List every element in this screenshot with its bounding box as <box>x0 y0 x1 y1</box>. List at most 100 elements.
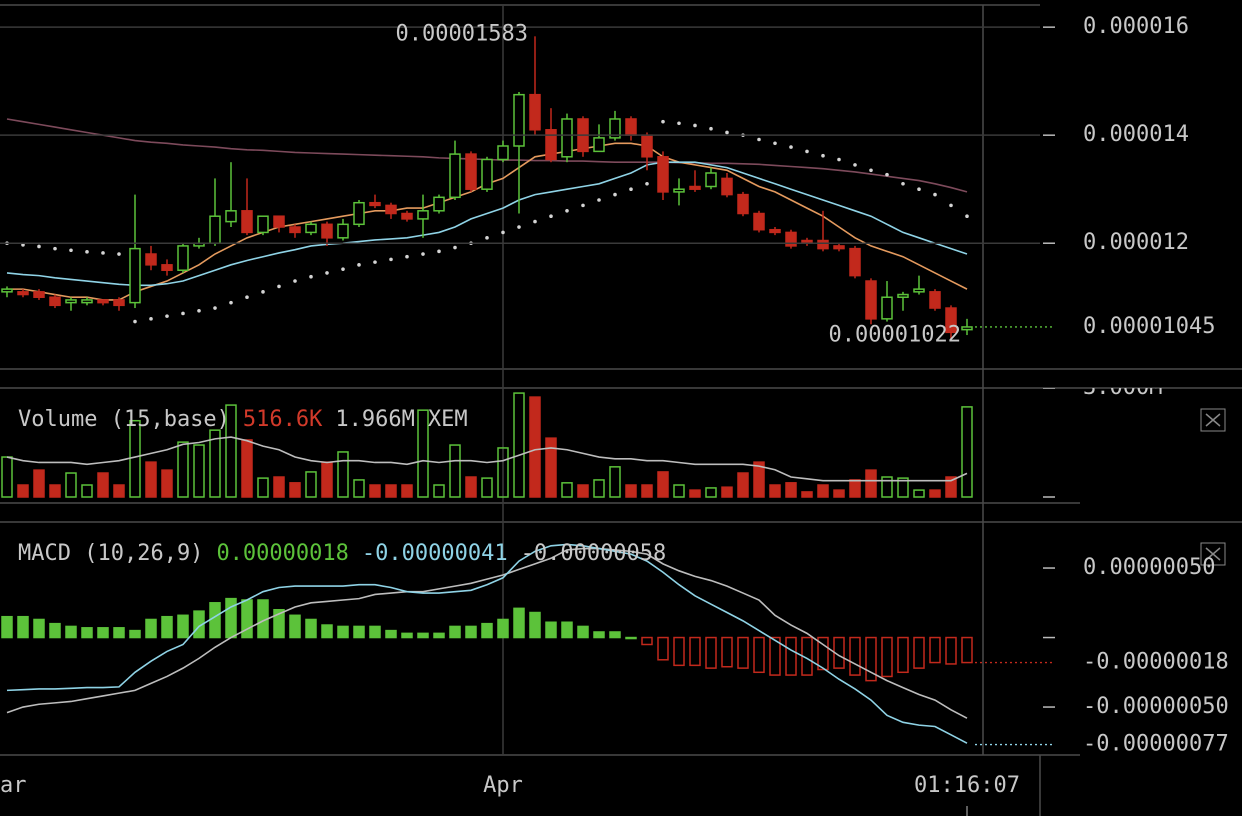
sar-dot <box>709 126 713 131</box>
volume-bar <box>641 484 653 498</box>
histogram-bar <box>753 636 765 674</box>
volume-bar <box>753 461 765 498</box>
volume-bar <box>689 489 701 498</box>
candle-body <box>849 247 861 277</box>
volume-bar <box>593 479 605 498</box>
histogram-bar <box>401 632 413 639</box>
volume-bar <box>81 484 93 498</box>
volume-bar <box>529 396 541 498</box>
volume-bar <box>449 444 461 498</box>
header-reading: 1.966M <box>335 407 414 432</box>
histogram-bar <box>289 614 301 639</box>
histogram-bar <box>865 636 877 682</box>
sar-dot <box>885 172 889 177</box>
current-value-label: -0.00000077 <box>1083 732 1229 757</box>
volume-bar <box>785 482 797 498</box>
candle-body <box>1 288 13 293</box>
sar-dot <box>677 121 681 126</box>
panel: 3.000M Volume (15,base) 516.6K 1.966M XEM <box>1 388 1162 498</box>
volume-bar <box>897 477 909 498</box>
histogram-bar <box>65 625 77 639</box>
candle-body <box>177 245 189 271</box>
histogram-bar <box>721 636 733 668</box>
histogram-bar <box>657 636 669 661</box>
sar-dot <box>565 209 569 213</box>
candle-body <box>417 210 429 220</box>
candle-body <box>785 231 797 247</box>
close-button[interactable] <box>1200 408 1226 432</box>
volume-bar <box>177 441 189 498</box>
sar-dot <box>69 248 73 253</box>
volume-bar <box>273 476 285 498</box>
sar-dot <box>245 295 249 300</box>
histogram-bar <box>609 631 621 639</box>
sar-dot <box>453 245 457 250</box>
volume-bar <box>257 477 269 498</box>
histogram-bar <box>465 625 477 639</box>
header-reading: XEM <box>428 407 468 432</box>
histogram-bar <box>177 614 189 639</box>
sar-dot <box>501 230 505 235</box>
candle-body <box>833 245 845 250</box>
candle-body <box>225 210 237 223</box>
sar-dot <box>165 314 169 318</box>
volume-bar <box>17 484 29 498</box>
candle-body <box>289 226 301 234</box>
histogram-bar <box>369 625 381 639</box>
candle-body <box>145 253 157 266</box>
sar-dot <box>181 311 185 316</box>
volume-bar <box>609 466 621 498</box>
volume-bar <box>289 482 301 498</box>
histogram-bar <box>1 615 13 639</box>
candle-body <box>881 296 893 320</box>
volume-bar <box>65 472 77 498</box>
header-reading: 516.6K <box>243 407 323 432</box>
volume-bar <box>801 491 813 498</box>
histogram-bar <box>673 636 685 667</box>
volume-bar <box>337 451 349 498</box>
volume-bar <box>513 392 525 498</box>
sar-dot <box>213 306 217 310</box>
volume-bar <box>769 484 781 498</box>
sar-dot <box>757 137 761 142</box>
sar-dot <box>613 192 617 197</box>
sar-dot <box>261 290 265 294</box>
candle-body <box>385 204 397 215</box>
histogram-bar <box>961 636 973 664</box>
close-icon[interactable] <box>1205 413 1221 427</box>
sar-dot <box>101 251 105 255</box>
volume-bar <box>305 471 317 498</box>
panel: 0.000012 0.000014 0.000016 0.00001583 0.0000… <box>0 14 1215 347</box>
candle-body <box>481 158 493 190</box>
sar-dot <box>789 145 793 149</box>
volume-bar <box>849 479 861 498</box>
sar-dot <box>917 187 921 192</box>
sar-dot <box>773 141 777 146</box>
candle-body <box>257 215 269 234</box>
histogram-bar <box>945 636 957 665</box>
volume-bar <box>577 484 589 498</box>
sar-dot <box>597 198 601 202</box>
histogram-bar <box>193 610 205 639</box>
candle-body <box>529 93 541 131</box>
sar-dot <box>277 284 281 289</box>
close-button[interactable] <box>1200 542 1226 566</box>
volume-bar <box>673 484 685 498</box>
sar-dot <box>373 260 377 264</box>
volume-bar <box>817 484 829 498</box>
volume-bar <box>401 484 413 498</box>
close-icon[interactable] <box>1205 547 1221 561</box>
histogram-bar <box>225 597 237 639</box>
sar-dot <box>85 250 89 254</box>
sar-dot <box>293 279 297 283</box>
histogram-bar <box>561 621 573 639</box>
histogram-bar <box>737 636 749 669</box>
histogram-bar <box>417 632 429 639</box>
volume-bar <box>481 477 493 498</box>
y-tick-label: 0.000012 <box>1083 230 1189 255</box>
histogram-bar <box>481 622 493 639</box>
histogram-bar <box>625 636 637 640</box>
histogram-bar <box>81 627 93 639</box>
sar-dot <box>389 257 393 262</box>
